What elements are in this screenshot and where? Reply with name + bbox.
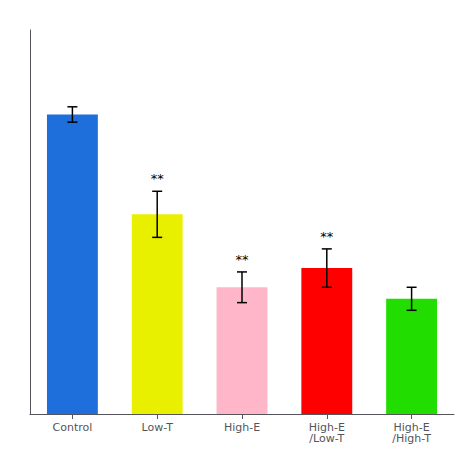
- svg-text:**: **: [320, 229, 334, 244]
- svg-text:/Low-T: /Low-T: [309, 432, 344, 445]
- svg-text:/High-T: /High-T: [392, 432, 431, 445]
- svg-text:**: **: [236, 252, 250, 267]
- svg-text:Low-T: Low-T: [142, 421, 174, 434]
- svg-text:High-E: High-E: [393, 421, 430, 434]
- svg-text:High-E: High-E: [308, 421, 345, 434]
- svg-text:High-E: High-E: [224, 421, 260, 434]
- svg-text:Control: Control: [53, 421, 93, 434]
- svg-text:**: **: [151, 171, 165, 186]
